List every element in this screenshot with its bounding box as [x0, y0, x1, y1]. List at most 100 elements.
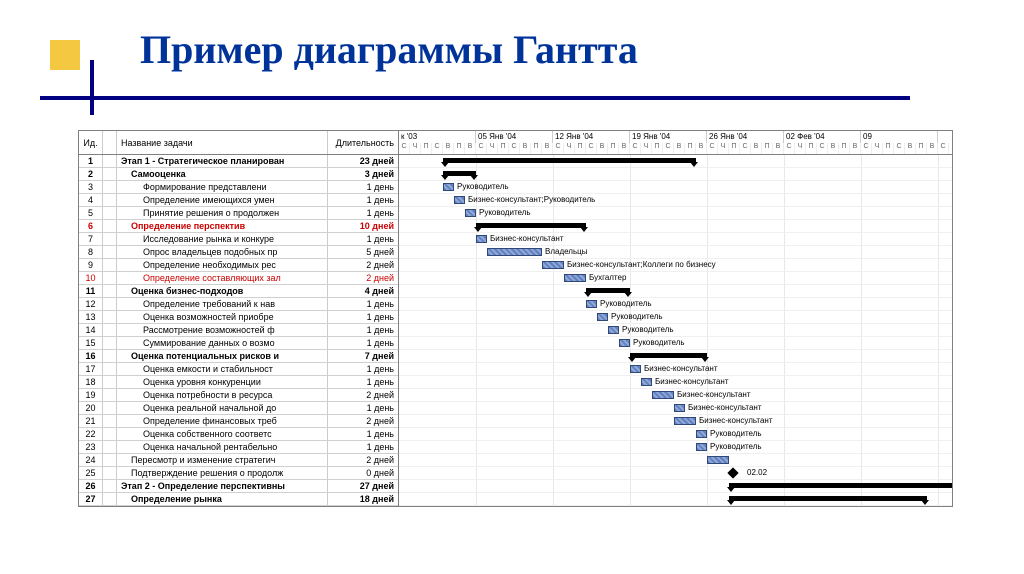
bar-label: Бизнес-консультант;Руководитель [468, 195, 595, 204]
task-duration: 1 день [328, 311, 398, 323]
task-id: 25 [79, 467, 103, 479]
day-label: В [520, 143, 531, 154]
task-id: 10 [79, 272, 103, 284]
task-row[interactable]: 11Оценка бизнес-подходов4 дней [79, 285, 398, 298]
task-duration: 1 день [328, 428, 398, 440]
task-id: 16 [79, 350, 103, 362]
day-label: Ч [872, 143, 883, 154]
task-row[interactable]: 1Этап 1 - Стратегическое планирован23 дн… [79, 155, 398, 168]
task-row[interactable]: 25Подтверждение решения о продолж0 дней [79, 467, 398, 480]
day-label: В [850, 143, 861, 154]
table-header: Ид. Название задачи Длительность [79, 131, 398, 155]
task-row[interactable]: 4Определение имеющихся умен1 день [79, 194, 398, 207]
summary-bar[interactable] [729, 496, 927, 501]
task-row[interactable]: 19Оценка потребности в ресурса2 дней [79, 389, 398, 402]
task-bar[interactable]: Бизнес-консультант;Руководитель [454, 196, 465, 204]
summary-bar[interactable] [443, 171, 476, 176]
task-bar[interactable]: Руководитель [608, 326, 619, 334]
task-bar[interactable]: Бизнес-консультант [630, 365, 641, 373]
task-row[interactable]: 17Оценка емкости и стабильност1 день [79, 363, 398, 376]
task-bar[interactable]: Руководитель [465, 209, 476, 217]
task-duration: 2 дней [328, 454, 398, 466]
day-label: С [740, 143, 751, 154]
task-bar[interactable]: Руководитель [696, 430, 707, 438]
task-info [103, 311, 117, 323]
task-table: Ид. Название задачи Длительность 1Этап 1… [79, 131, 399, 506]
task-row[interactable]: 26Этап 2 - Определение перспективны27 дн… [79, 480, 398, 493]
task-row[interactable]: 6Определение перспектив10 дней [79, 220, 398, 233]
task-row[interactable]: 5Принятие решения о продолжен1 день [79, 207, 398, 220]
summary-bar[interactable] [729, 483, 952, 488]
task-bar[interactable]: Владельцы [487, 248, 542, 256]
task-row[interactable]: 7Исследование рынка и конкуре1 день [79, 233, 398, 246]
task-bar[interactable]: Руководитель [586, 300, 597, 308]
day-label: С [663, 143, 674, 154]
task-bar[interactable]: Руководитель [619, 339, 630, 347]
day-label: С [432, 143, 443, 154]
task-row[interactable]: 13Оценка возможностей приобре1 день [79, 311, 398, 324]
day-label: Ч [564, 143, 575, 154]
task-info [103, 402, 117, 414]
summary-bar[interactable] [476, 223, 586, 228]
summary-bar[interactable] [443, 158, 696, 163]
task-duration: 4 дней [328, 285, 398, 297]
task-bar[interactable]: Бизнес-консультант [674, 417, 696, 425]
task-name: Подтверждение решения о продолж [117, 467, 328, 479]
task-row[interactable]: 14Рассмотрение возможностей ф1 день [79, 324, 398, 337]
task-row[interactable]: 21Определение финансовых треб2 дней [79, 415, 398, 428]
day-label: Ч [410, 143, 421, 154]
task-row[interactable]: 16Оценка потенциальных рисков и7 дней [79, 350, 398, 363]
day-label: С [894, 143, 905, 154]
deco-block [50, 40, 80, 70]
task-name: Рассмотрение возможностей ф [117, 324, 328, 336]
task-row[interactable]: 2Самооценка3 дней [79, 168, 398, 181]
task-bar[interactable]: Бизнес-консультант [641, 378, 652, 386]
task-row[interactable]: 8Опрос владельцев подобных пр5 дней [79, 246, 398, 259]
task-bar[interactable]: Руководитель [696, 443, 707, 451]
task-row[interactable]: 24Пересмотр и изменение стратегич2 дней [79, 454, 398, 467]
summary-bar[interactable] [630, 353, 707, 358]
day-label: П [685, 143, 696, 154]
gantt-row: Руководитель [399, 428, 952, 441]
task-name: Формирование представлени [117, 181, 328, 193]
task-row[interactable]: 10Определение составляющих зал2 дней [79, 272, 398, 285]
day-label: С [399, 143, 410, 154]
task-row[interactable]: 20Оценка реальной начальной до1 день [79, 402, 398, 415]
gantt-row [399, 155, 952, 168]
task-name: Оценка потребности в ресурса [117, 389, 328, 401]
day-label: С [707, 143, 718, 154]
task-row[interactable]: 18Оценка уровня конкуренции1 день [79, 376, 398, 389]
day-label: В [751, 143, 762, 154]
bar-label: Бухгалтер [589, 273, 626, 282]
task-duration: 10 дней [328, 220, 398, 232]
bar-label: Бизнес-консультант [677, 390, 751, 399]
task-row[interactable]: 22Оценка собственного соответс1 день [79, 428, 398, 441]
bar-label: Руководитель [710, 442, 762, 451]
summary-bar[interactable] [586, 288, 630, 293]
task-row[interactable]: 3Формирование представлени1 день [79, 181, 398, 194]
task-bar[interactable]: Руководитель [597, 313, 608, 321]
gantt-row: 02.02 [399, 467, 952, 480]
task-bar[interactable]: Бизнес-консультант [674, 404, 685, 412]
task-bar[interactable]: Бизнес-консультант [476, 235, 487, 243]
task-id: 14 [79, 324, 103, 336]
task-bar[interactable]: Бизнес-консультант;Коллеги по бизнесу [542, 261, 564, 269]
task-bar[interactable]: Бизнес-консультант [652, 391, 674, 399]
task-row[interactable]: 27Определение рынка18 дней [79, 493, 398, 506]
task-row[interactable]: 23Оценка начальной рентабельно1 день [79, 441, 398, 454]
task-duration: 7 дней [328, 350, 398, 362]
task-bar[interactable]: Руководитель [443, 183, 454, 191]
task-row[interactable]: 15Суммирование данных о возмо1 день [79, 337, 398, 350]
milestone[interactable] [727, 467, 738, 478]
task-row[interactable]: 9Определение необходимых рес2 дней [79, 259, 398, 272]
task-bar[interactable] [707, 456, 729, 464]
day-label: С [817, 143, 828, 154]
day-label: П [762, 143, 773, 154]
task-bar[interactable]: Бухгалтер [564, 274, 586, 282]
deco-line-v [90, 60, 94, 115]
day-label: С [476, 143, 487, 154]
task-name: Опрос владельцев подобных пр [117, 246, 328, 258]
gantt-row: Бизнес-консультант [399, 233, 952, 246]
task-row[interactable]: 12Определение требований к нав1 день [79, 298, 398, 311]
task-info [103, 441, 117, 453]
